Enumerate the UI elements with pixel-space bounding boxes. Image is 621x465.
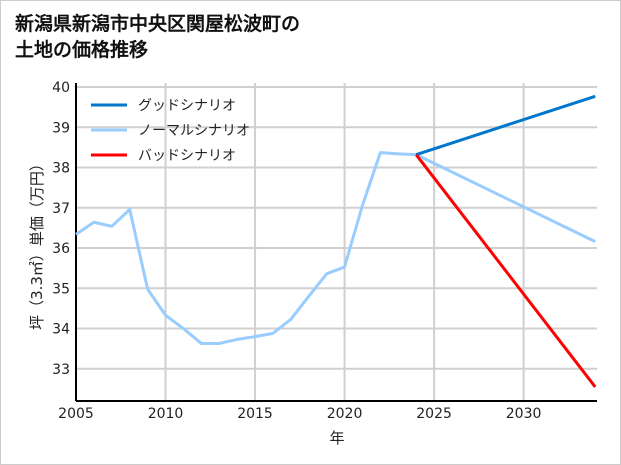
chart-title: 新潟県新潟市中央区関屋松波町の 土地の価格推移: [15, 11, 300, 63]
legend-label: ノーマルシナリオ: [138, 123, 250, 139]
y-tick-label: 40: [52, 80, 70, 96]
y-tick-label: 33: [52, 362, 70, 378]
x-tick-label: 2010: [148, 406, 184, 422]
y-tick-label: 34: [52, 322, 70, 338]
title-line-2: 土地の価格推移: [15, 39, 149, 61]
x-tick-label: 2025: [416, 406, 452, 422]
x-tick-label: 2005: [58, 406, 94, 422]
x-tick-label: 2015: [237, 406, 273, 422]
title-line-1: 新潟県新潟市中央区関屋松波町の: [15, 13, 301, 35]
series-line-1: [75, 151, 596, 345]
y-tick-label: 35: [52, 281, 70, 297]
x-tick-label: 2030: [506, 406, 542, 422]
y-tick-label: 37: [52, 201, 70, 217]
y-axis-label: 坪（3.3㎡）単価（万円）: [28, 156, 46, 330]
series-line-0: [415, 94, 596, 157]
series-line-2: [414, 153, 597, 388]
x-axis-label: 年: [329, 429, 344, 447]
y-tick-label: 39: [52, 120, 70, 136]
x-tick-label: 2020: [327, 406, 363, 422]
y-tick-label: 36: [52, 241, 70, 257]
legend-label: バッドシナリオ: [138, 148, 236, 164]
y-tick-label: 38: [52, 161, 70, 177]
legend-label: グッドシナリオ: [138, 98, 236, 114]
